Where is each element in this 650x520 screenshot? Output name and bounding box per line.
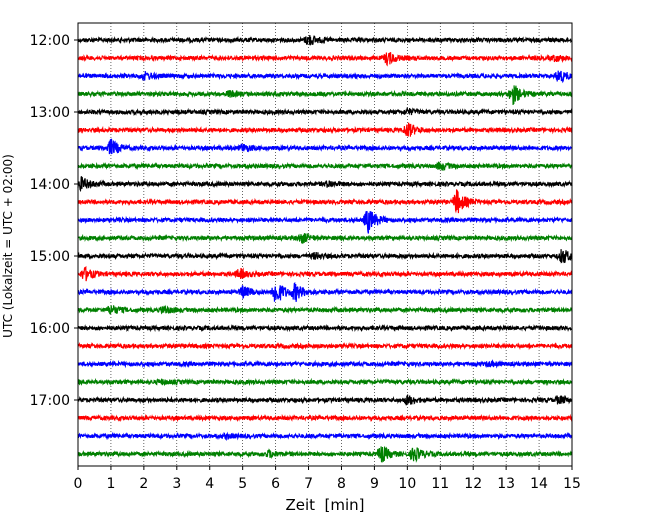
x-tick-label: 7 bbox=[304, 476, 313, 492]
x-axis-label: Zeit [min] bbox=[285, 496, 364, 514]
seismogram-trace bbox=[77, 85, 573, 106]
seismogram-trace bbox=[77, 282, 573, 302]
seismogram-trace bbox=[77, 34, 572, 46]
seismogram-trace bbox=[77, 189, 573, 214]
x-tick-label: 6 bbox=[271, 476, 280, 492]
x-tick-label: 0 bbox=[74, 476, 83, 492]
seismogram-trace bbox=[77, 394, 573, 406]
grid-lines bbox=[110, 23, 540, 466]
y-tick-label: 12:00 bbox=[30, 33, 70, 49]
x-tick-label: 3 bbox=[172, 476, 181, 492]
seismogram-trace bbox=[77, 341, 573, 351]
seismogram-trace bbox=[77, 176, 573, 193]
seismogram-trace bbox=[77, 323, 573, 333]
y-tick-label: 14:00 bbox=[30, 177, 70, 193]
seismogram-trace bbox=[77, 445, 573, 463]
x-tick-label: 2 bbox=[139, 476, 148, 492]
seismogram-trace bbox=[77, 211, 573, 234]
y-axis-label: UTC (Lokalzeit = UTC + 02:00) bbox=[1, 154, 15, 338]
x-axis-ticks: 0 1 2 3 4 5 6 7 8 9 10 11 12 13 14 15 bbox=[74, 466, 581, 492]
x-tick-label: 11 bbox=[431, 476, 449, 492]
y-tick-label: 13:00 bbox=[30, 105, 70, 121]
y-tick-label: 17:00 bbox=[30, 393, 70, 409]
x-tick-label: 8 bbox=[337, 476, 346, 492]
x-tick-label: 1 bbox=[106, 476, 115, 492]
x-tick-label: 15 bbox=[563, 476, 581, 492]
seismogram-trace bbox=[77, 377, 573, 387]
x-tick-label: 13 bbox=[497, 476, 515, 492]
y-tick-label: 15:00 bbox=[30, 249, 70, 265]
seismogram-trace bbox=[77, 122, 573, 137]
seismogram-trace bbox=[77, 138, 573, 155]
seismogram-traces bbox=[77, 34, 573, 463]
x-tick-label: 14 bbox=[530, 476, 548, 492]
x-tick-label: 12 bbox=[464, 476, 482, 492]
seismogram-trace bbox=[77, 70, 573, 84]
x-tick-label: 9 bbox=[370, 476, 379, 492]
y-axis-ticks: 12:00 13:00 14:00 15:00 16:00 17:00 bbox=[30, 33, 78, 409]
x-tick-label: 10 bbox=[398, 476, 416, 492]
seismogram-trace bbox=[77, 52, 573, 67]
seismogram-trace bbox=[77, 233, 573, 244]
seismogram-trace bbox=[77, 107, 573, 117]
x-tick-label: 4 bbox=[205, 476, 214, 492]
seismogram-trace bbox=[77, 359, 573, 369]
seismogram-trace bbox=[77, 265, 573, 282]
plot-frame bbox=[77, 22, 573, 467]
y-tick-label: 16:00 bbox=[30, 321, 70, 337]
seismogram-trace bbox=[77, 161, 573, 171]
seismogram-trace bbox=[77, 249, 573, 264]
x-tick-label: 5 bbox=[238, 476, 247, 492]
seismogram-trace bbox=[77, 413, 573, 423]
seismogram-trace bbox=[77, 304, 573, 315]
seismogram-trace bbox=[77, 431, 573, 441]
